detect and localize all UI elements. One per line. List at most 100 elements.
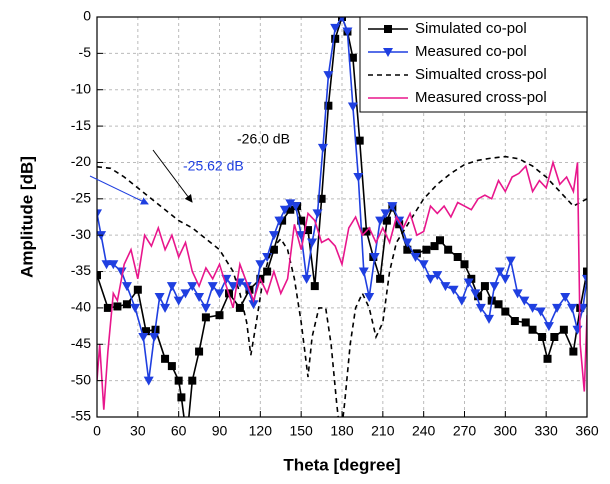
marker — [528, 325, 537, 334]
marker — [160, 303, 171, 313]
marker — [167, 362, 176, 371]
marker — [241, 282, 252, 292]
annotation: -25.62 dB — [183, 158, 244, 174]
marker — [200, 303, 211, 313]
x-tick-label: 330 — [534, 423, 558, 439]
marker — [101, 260, 112, 270]
marker — [440, 282, 451, 292]
marker — [121, 282, 132, 292]
marker — [138, 333, 149, 342]
marker — [521, 318, 530, 327]
marker — [527, 303, 538, 313]
marker — [173, 296, 184, 306]
marker — [263, 267, 272, 276]
marker — [387, 202, 398, 212]
marker — [149, 333, 160, 342]
marker — [307, 238, 318, 248]
marker — [103, 303, 112, 312]
marker — [310, 282, 319, 291]
y-tick-label: 0 — [83, 8, 91, 24]
y-tick-label: -45 — [71, 335, 91, 351]
marker — [510, 317, 519, 325]
marker — [303, 226, 312, 235]
marker — [463, 278, 474, 288]
annotation-arrow — [152, 149, 193, 203]
y-tick-label: -30 — [71, 226, 91, 242]
marker — [174, 376, 183, 385]
plot-lines — [97, 17, 587, 417]
legend-label: Simulated co-pol — [415, 20, 527, 37]
legend-label: Measured cross-pol — [415, 89, 547, 106]
marker — [410, 253, 421, 262]
marker — [355, 136, 364, 145]
annotation-arrow — [89, 175, 149, 205]
marker — [484, 314, 494, 324]
marker — [460, 260, 469, 269]
marker — [323, 71, 334, 81]
marker — [166, 282, 177, 292]
marker — [358, 267, 369, 277]
marker — [500, 274, 511, 284]
marker — [228, 282, 239, 292]
marker — [550, 333, 559, 341]
marker — [403, 245, 412, 254]
marker — [375, 216, 386, 226]
marker — [453, 253, 462, 261]
marker — [559, 325, 568, 334]
marker — [474, 292, 483, 301]
marker — [339, 17, 345, 22]
marker — [201, 313, 210, 322]
y-tick-label: -35 — [71, 262, 91, 278]
x-axis-label: Theta [degree] — [283, 455, 400, 474]
marker — [285, 199, 296, 209]
marker — [538, 333, 547, 341]
marker — [567, 303, 578, 313]
marker — [583, 267, 587, 276]
marker — [279, 205, 290, 215]
x-tick-label: 150 — [289, 423, 313, 439]
marker — [188, 376, 197, 385]
x-tick-label: 360 — [575, 423, 599, 439]
marker — [215, 311, 224, 320]
y-axis-label: Amplitude [dB] — [17, 156, 36, 278]
y-tick-label: -10 — [71, 80, 91, 96]
legend-box — [359, 16, 588, 113]
marker — [543, 354, 552, 363]
marker — [489, 282, 500, 292]
marker — [133, 285, 142, 294]
ticks: 0 30 60 90 120 150 180 210 240 270 300 330 360 0 -5 -10… — [71, 8, 599, 439]
legend-label: Measured co-pol — [415, 43, 527, 60]
marker — [97, 271, 101, 280]
marker — [470, 289, 481, 299]
x-tick-label: 270 — [453, 423, 477, 439]
legend-label: Simualted cross-pol — [415, 66, 547, 83]
marker — [342, 27, 353, 37]
y-tick-label: -15 — [71, 117, 91, 133]
marker — [255, 260, 266, 270]
y-tick-label: -25 — [71, 190, 91, 206]
x-tick-label: 210 — [371, 423, 395, 439]
marker — [480, 282, 489, 291]
marker — [432, 271, 443, 281]
x-tick-label: 120 — [249, 423, 273, 439]
marker — [572, 325, 583, 335]
series-line — [97, 155, 587, 417]
marker — [376, 274, 385, 283]
marker — [317, 194, 326, 203]
marker — [301, 274, 312, 284]
annotation: -26.0 dB — [237, 131, 290, 147]
marker — [154, 293, 165, 302]
marker — [297, 216, 306, 225]
marker — [207, 282, 218, 292]
x-tick-label: 300 — [494, 423, 518, 439]
marker — [353, 173, 364, 182]
marker — [519, 296, 530, 306]
marker — [161, 354, 170, 363]
marker — [195, 347, 204, 356]
marker — [552, 303, 563, 313]
marker — [569, 347, 578, 356]
marker — [382, 216, 391, 225]
marker — [312, 209, 323, 219]
y-tick-label: -20 — [71, 153, 91, 169]
marker — [324, 101, 333, 110]
